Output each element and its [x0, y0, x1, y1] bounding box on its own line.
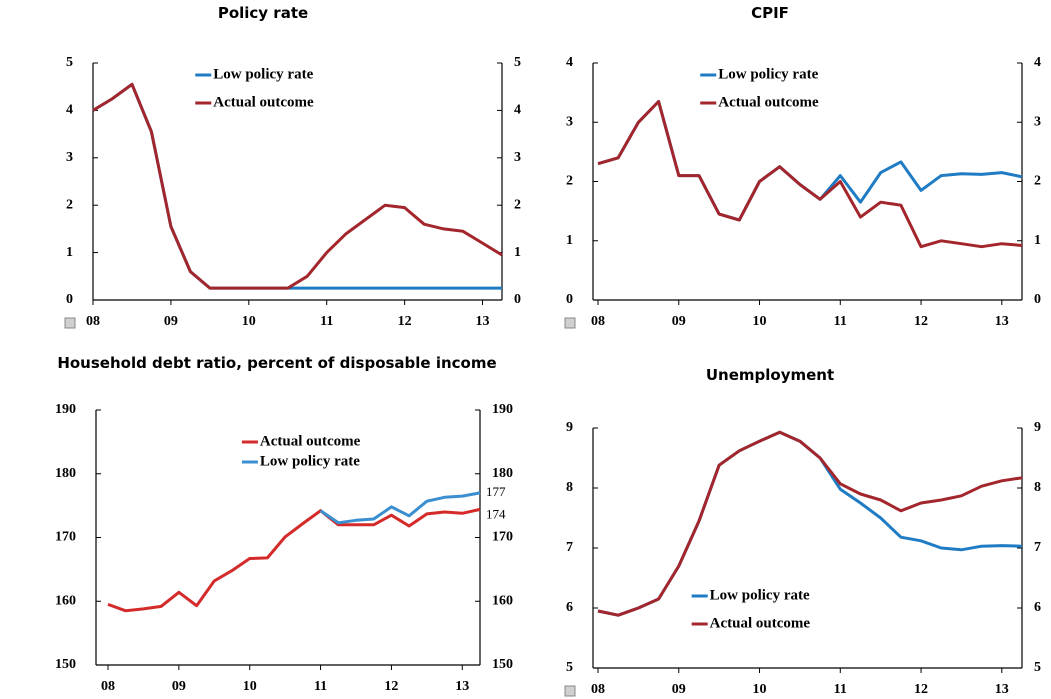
chart-title: Unemployment — [706, 366, 834, 384]
y-tick-label-right: 7 — [1034, 540, 1041, 555]
x-tick-label: 08 — [86, 314, 100, 329]
y-tick-label-right: 9 — [1034, 420, 1041, 435]
legend-label: Actual outcome — [213, 94, 314, 110]
y-tick-label: 0 — [66, 292, 73, 307]
y-tick-label-right: 0 — [514, 292, 521, 307]
y-tick-label-right: 190 — [492, 402, 513, 417]
y-tick-label-right: 6 — [1034, 600, 1041, 615]
y-tick-label-right: 8 — [1034, 480, 1041, 495]
y-tick-label-right: 170 — [492, 530, 513, 545]
x-tick-label: 09 — [164, 314, 178, 329]
legend-label: Actual outcome — [710, 615, 811, 631]
series-line — [597, 100, 1023, 249]
y-tick-label: 5 — [66, 55, 73, 70]
x-tick-label: 12 — [914, 314, 928, 329]
y-tick-label-right: 180 — [492, 466, 513, 481]
y-tick-label: 8 — [566, 480, 573, 495]
legend-label: Low policy rate — [710, 587, 810, 603]
x-tick-label: 10 — [753, 314, 767, 329]
y-tick-label-right: 1 — [514, 245, 521, 260]
x-tick-label: 11 — [834, 682, 847, 697]
y-tick-label-right: 2 — [1034, 174, 1041, 189]
y-tick-label-right: 2 — [514, 197, 521, 212]
x-tick-label: 12 — [398, 314, 412, 329]
x-tick-label: 08 — [101, 679, 115, 694]
x-tick-label: 11 — [834, 314, 847, 329]
y-tick-label: 3 — [66, 150, 73, 165]
y-tick-label: 190 — [55, 402, 76, 417]
y-tick-label: 1 — [66, 245, 73, 260]
x-tick-label: 10 — [243, 679, 257, 694]
chart-title: Household debt ratio, percent of disposa… — [57, 354, 496, 372]
x-tick-label: 10 — [753, 682, 767, 697]
y-tick-label-right: 160 — [492, 593, 513, 608]
series-line — [107, 507, 481, 613]
x-tick-label: 09 — [172, 679, 186, 694]
y-tick-label: 1 — [566, 233, 573, 248]
y-tick-label-right: 4 — [1034, 55, 1041, 70]
legend-key-box — [564, 317, 576, 329]
y-tick-label: 4 — [66, 103, 73, 118]
series-line — [597, 430, 1023, 617]
x-tick-label: 09 — [672, 682, 686, 697]
series-line — [597, 100, 1023, 222]
y-tick-label: 0 — [566, 292, 573, 307]
legend-label: Actual outcome — [260, 433, 361, 449]
y-tick-label-right: 3 — [1034, 114, 1041, 129]
x-tick-label: 12 — [914, 682, 928, 697]
chart-title: Policy rate — [218, 4, 308, 22]
series-line — [597, 430, 1023, 617]
x-tick-label: 13 — [476, 314, 490, 329]
x-tick-label: 12 — [384, 679, 398, 694]
legend-label: Low policy rate — [213, 66, 313, 82]
x-tick-label: 13 — [455, 679, 469, 694]
y-tick-label-right: 1 — [1034, 233, 1041, 248]
y-tick-label: 4 — [566, 55, 573, 70]
x-tick-label: 13 — [995, 314, 1009, 329]
end-label: 174 — [486, 506, 506, 521]
end-label: 177 — [486, 484, 506, 499]
legend-label: Low policy rate — [718, 66, 818, 82]
y-tick-label: 2 — [566, 174, 573, 189]
legend-key-box — [564, 685, 576, 697]
y-tick-label-right: 3 — [514, 150, 521, 165]
legend-label: Actual outcome — [718, 94, 819, 110]
y-tick-label-right: 5 — [1034, 660, 1041, 675]
y-tick-label-right: 5 — [514, 55, 521, 70]
y-tick-label: 6 — [566, 600, 573, 615]
y-tick-label: 5 — [566, 660, 573, 675]
x-tick-label: 11 — [314, 679, 327, 694]
y-tick-label: 2 — [66, 197, 73, 212]
series-line — [92, 82, 502, 290]
y-tick-label: 7 — [566, 540, 573, 555]
y-tick-label: 150 — [55, 657, 76, 672]
y-tick-label-right: 150 — [492, 657, 513, 672]
y-tick-label-right: 4 — [514, 103, 521, 118]
x-tick-label: 08 — [591, 682, 605, 697]
y-tick-label: 180 — [55, 466, 76, 481]
series-line — [92, 82, 503, 290]
x-tick-label: 08 — [591, 314, 605, 329]
x-tick-label: 13 — [995, 682, 1009, 697]
y-tick-label: 160 — [55, 593, 76, 608]
legend-key-box — [64, 317, 76, 329]
x-tick-label: 10 — [242, 314, 256, 329]
y-tick-label: 3 — [566, 114, 573, 129]
legend-label: Low policy rate — [260, 453, 360, 469]
series-line — [319, 491, 481, 525]
y-tick-label: 170 — [55, 530, 76, 545]
chart-title: CPIF — [751, 4, 789, 22]
x-tick-label: 09 — [672, 314, 686, 329]
y-tick-label-right: 0 — [1034, 292, 1041, 307]
x-tick-label: 11 — [320, 314, 333, 329]
y-tick-label: 9 — [566, 420, 573, 435]
